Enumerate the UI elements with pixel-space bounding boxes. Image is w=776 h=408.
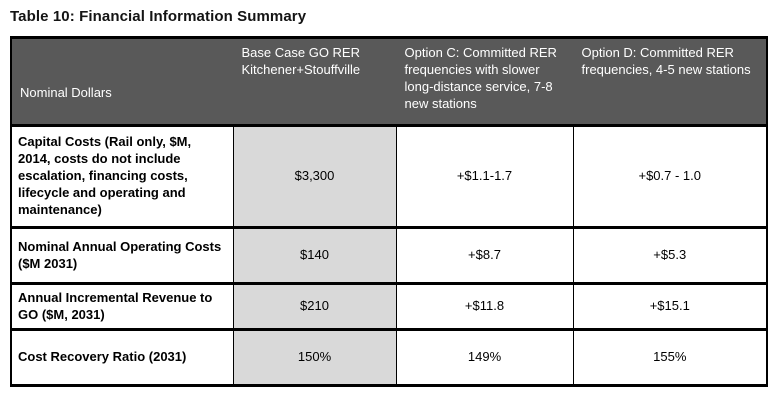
table-row-cost-recovery-ratio: Cost Recovery Ratio (2031) 150% 149% 155…: [10, 328, 768, 387]
option-c-value: +$1.1-1.7: [395, 124, 574, 229]
financial-information-table: Nominal Dollars Base Case GO RER Kitchen…: [10, 36, 768, 387]
row-label: Capital Costs (Rail only, $M, 2014, cost…: [10, 124, 234, 229]
table-row-incremental-revenue: Annual Incremental Revenue to GO ($M, 20…: [10, 282, 768, 331]
row-label: Nominal Annual Operating Costs ($M 2031): [10, 226, 234, 285]
header-row: Nominal Dollars Base Case GO RER Kitchen…: [10, 36, 768, 127]
column-header-option-c: Option C: Committed RER frequencies with…: [395, 36, 574, 127]
option-d-value: +$0.7 - 1.0: [572, 124, 768, 229]
option-c-value: 149%: [395, 328, 574, 387]
base-case-value: $140: [232, 226, 397, 285]
document-page: Table 10: Financial Information Summary …: [10, 8, 768, 387]
column-header-nominal-dollars: Nominal Dollars: [10, 36, 234, 127]
column-header-base-case: Base Case GO RER Kitchener+Stouffville: [232, 36, 397, 127]
base-case-value: 150%: [232, 328, 397, 387]
table-row-capital-costs: Capital Costs (Rail only, $M, 2014, cost…: [10, 124, 768, 229]
table-row-operating-costs: Nominal Annual Operating Costs ($M 2031)…: [10, 226, 768, 285]
option-d-value: +$15.1: [572, 282, 768, 331]
base-case-value: $3,300: [232, 124, 397, 229]
row-label: Cost Recovery Ratio (2031): [10, 328, 234, 387]
column-header-option-d: Option D: Committed RER frequencies, 4-5…: [572, 36, 768, 127]
option-c-value: +$8.7: [395, 226, 574, 285]
option-d-value: +$5.3: [572, 226, 768, 285]
table-title: Table 10: Financial Information Summary: [10, 8, 307, 25]
option-c-value: +$11.8: [395, 282, 574, 331]
row-label: Annual Incremental Revenue to GO ($M, 20…: [10, 282, 234, 331]
base-case-value: $210: [232, 282, 397, 331]
option-d-value: 155%: [572, 328, 768, 387]
